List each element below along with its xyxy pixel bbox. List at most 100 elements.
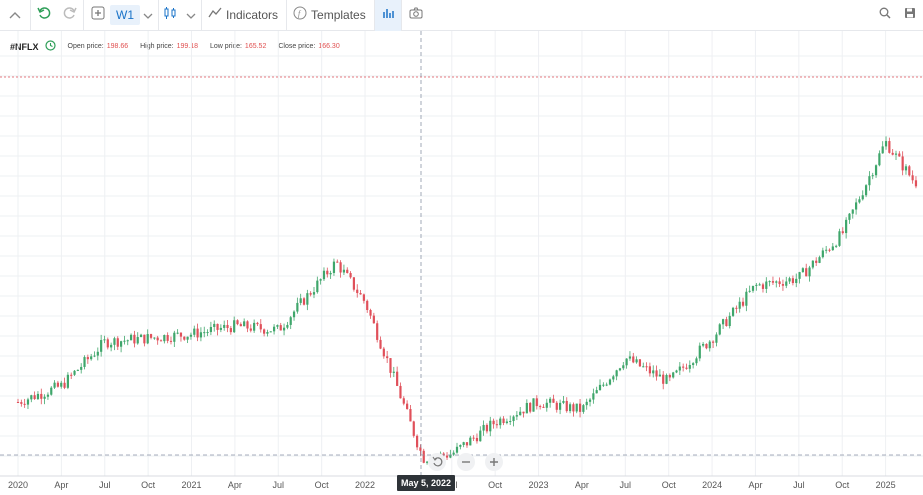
- candle: [289, 315, 292, 330]
- candle: [901, 151, 904, 176]
- candle: [346, 267, 349, 274]
- candles: [16, 136, 918, 467]
- candle: [359, 290, 362, 295]
- close-price-value: 166.30: [318, 43, 340, 50]
- reset-zoom-button[interactable]: [428, 453, 446, 471]
- candle: [542, 404, 545, 408]
- candle: [798, 271, 801, 284]
- x-tick-label: 2025: [876, 480, 896, 490]
- x-tick-label: 2022: [355, 480, 375, 490]
- candle: [728, 312, 731, 329]
- open-price-label: Open price:: [67, 43, 104, 50]
- toolbar: W1 Indicators f Templates: [0, 0, 923, 31]
- redo-button[interactable]: [57, 0, 83, 31]
- toolbar-separator: [286, 0, 288, 31]
- candle: [80, 363, 83, 374]
- screenshot-button[interactable]: [402, 0, 430, 31]
- candle: [499, 416, 502, 429]
- candle: [888, 137, 891, 154]
- candle: [46, 392, 50, 400]
- candle: [459, 444, 462, 450]
- function-icon: f: [293, 6, 307, 25]
- candle: [20, 399, 23, 407]
- instrument-info: #NFLX Open price: 198.66 High price: 199…: [10, 40, 340, 53]
- candle: [765, 277, 768, 294]
- candle: [479, 426, 482, 442]
- candle: [369, 308, 372, 319]
- chevron-down-icon: [186, 6, 196, 24]
- reset-icon: [432, 455, 443, 470]
- candle: [522, 411, 525, 418]
- candle: [425, 460, 429, 465]
- candle: [668, 373, 671, 382]
- candle: [193, 325, 196, 338]
- price-chart[interactable]: 2020 Apr Jul Oct 2021 Apr Jul Oct 2022 Jul Oct 2023…: [0, 31, 923, 495]
- candle: [113, 336, 116, 351]
- candle: [741, 297, 745, 308]
- zoom-out-button[interactable]: [457, 453, 475, 471]
- zoom-in-button[interactable]: [485, 453, 503, 471]
- candle: [735, 305, 738, 314]
- candle: [472, 435, 475, 442]
- plus-icon: [489, 455, 499, 470]
- add-chart-button[interactable]: [84, 0, 112, 31]
- candle: [116, 336, 119, 350]
- candle: [299, 293, 302, 306]
- candle: [452, 450, 455, 456]
- candle: [828, 248, 831, 253]
- close-price-label: Close price:: [278, 43, 316, 50]
- undo-button[interactable]: [31, 0, 57, 31]
- candle: [86, 354, 89, 364]
- candle: [489, 416, 492, 437]
- candle: [894, 150, 898, 161]
- candle: [50, 386, 53, 396]
- open-price-value: 198.66: [106, 43, 129, 50]
- x-tick-label: 2023: [529, 480, 549, 490]
- clock-icon[interactable]: [44, 40, 56, 53]
- svg-text:f: f: [298, 9, 302, 18]
- templates-button[interactable]: f Templates: [287, 0, 374, 31]
- candle: [648, 362, 652, 377]
- candle: [908, 165, 911, 177]
- candle: [379, 336, 382, 350]
- candle: [136, 332, 139, 345]
- candle: [598, 379, 602, 391]
- candle: [568, 402, 572, 414]
- timeframe-dropdown[interactable]: [138, 0, 158, 31]
- candle: [545, 398, 548, 412]
- candle: [309, 291, 312, 297]
- volume-toggle-button[interactable]: [374, 0, 401, 31]
- candle: [745, 288, 748, 312]
- candle: [126, 339, 129, 346]
- candle: [662, 371, 665, 390]
- chart-type-dropdown[interactable]: [181, 0, 201, 31]
- candle: [196, 323, 199, 342]
- toolbar-separator: [158, 0, 159, 31]
- candle: [166, 332, 169, 344]
- candle: [878, 150, 881, 167]
- candle: [100, 334, 103, 357]
- candle: [206, 329, 209, 337]
- candle: [562, 395, 565, 405]
- candle: [775, 280, 778, 288]
- search-button[interactable]: [873, 0, 897, 31]
- candle: [63, 377, 66, 390]
- candle: [56, 380, 60, 388]
- candle: [156, 335, 159, 345]
- indicators-button[interactable]: Indicators: [202, 0, 286, 31]
- save-button[interactable]: [897, 0, 923, 31]
- candle: [415, 434, 419, 451]
- templates-label: Templates: [311, 8, 366, 22]
- candle: [189, 332, 193, 340]
- candle: [233, 316, 236, 333]
- chart-type-button[interactable]: [159, 0, 181, 31]
- collapse-button[interactable]: [0, 0, 30, 31]
- timeframe-button[interactable]: W1: [110, 0, 140, 31]
- candle: [322, 267, 326, 282]
- candle: [771, 276, 775, 286]
- candle: [755, 282, 758, 291]
- candle: [525, 399, 528, 414]
- candle: [705, 343, 708, 350]
- candle: [213, 320, 216, 332]
- candle: [302, 297, 306, 306]
